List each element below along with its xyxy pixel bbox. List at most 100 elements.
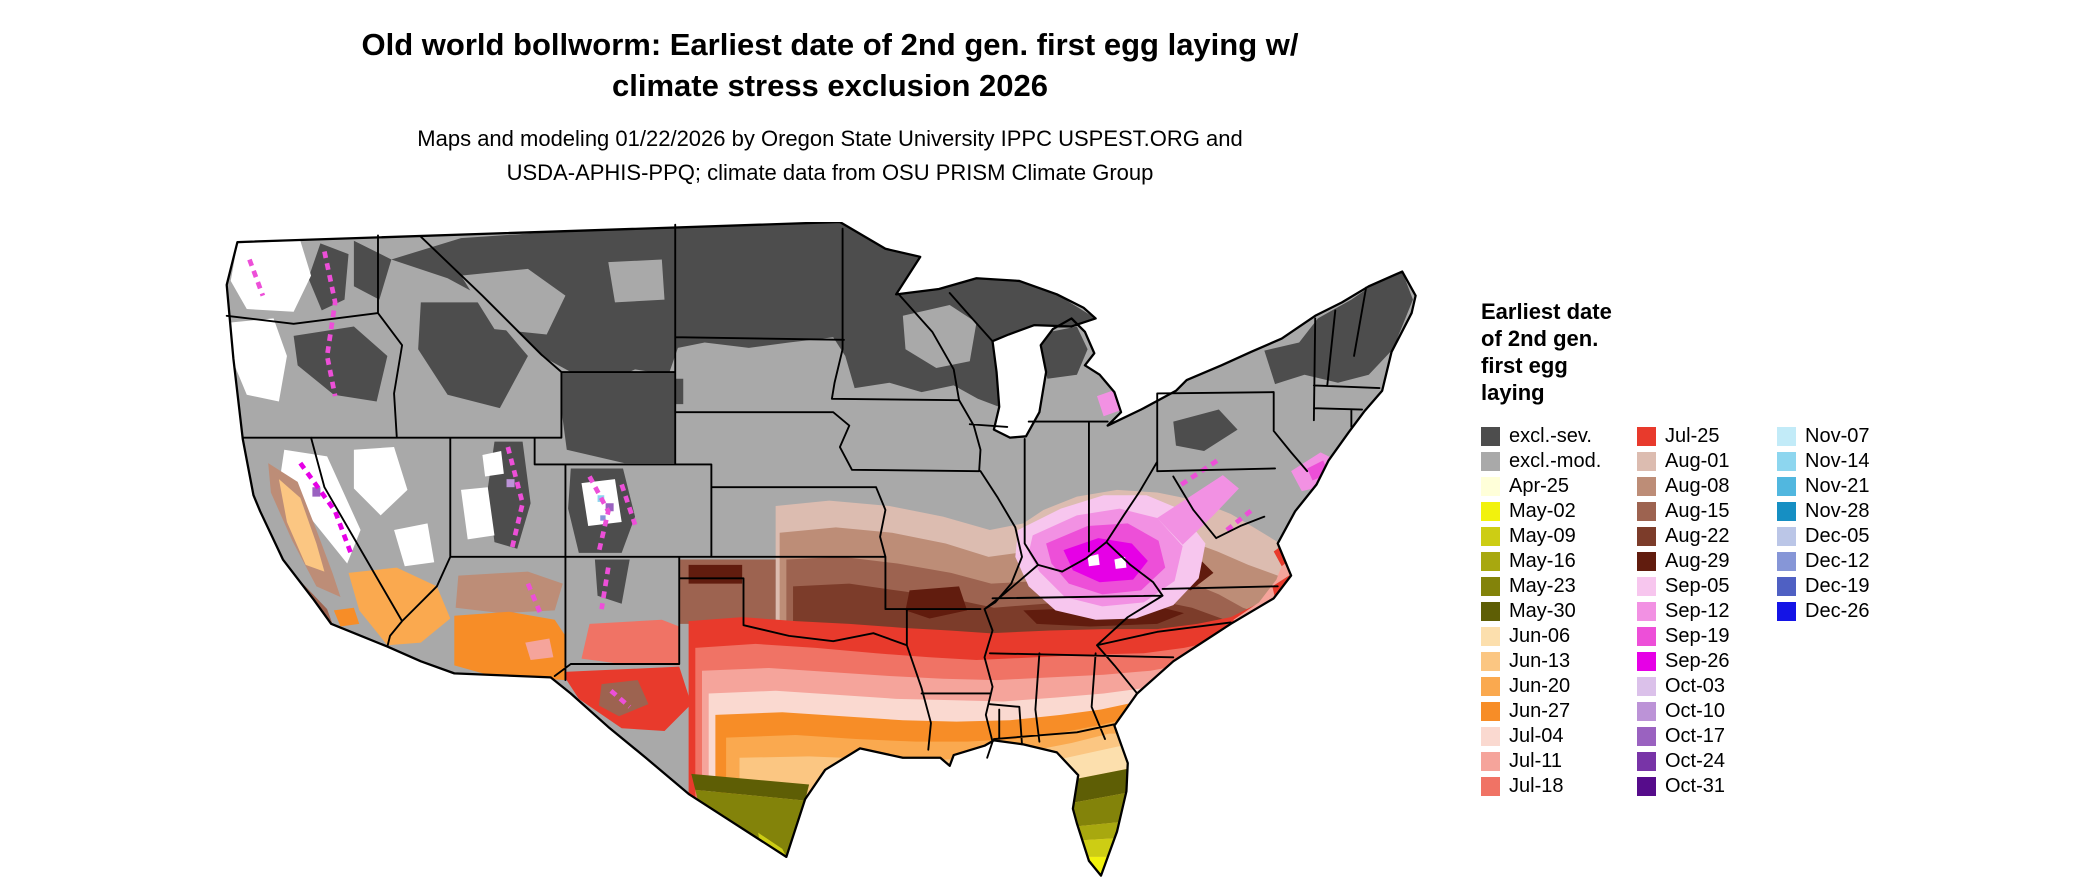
legend-entry: Nov-28 (1777, 499, 1869, 524)
map-region (293, 240, 1413, 604)
figure-title: Old world bollworm: Earliest date of 2nd… (0, 24, 1660, 106)
legend-entry: Aug-15 (1637, 499, 1777, 524)
legend-title-line: laying (1481, 380, 1545, 405)
legend-swatch (1777, 427, 1796, 446)
legend-swatch (1481, 652, 1500, 671)
map-region (758, 832, 1118, 857)
legend-swatch (1777, 452, 1796, 471)
figure-subtitle: Maps and modeling 01/22/2026 by Oregon S… (0, 122, 1660, 190)
legend-swatch (1481, 602, 1500, 621)
us-map-svg (225, 220, 1417, 877)
legend-column-1: excl.-sev. excl.-mod. Apr-25 May-02 May-09 Ma… (1481, 424, 1637, 799)
legend-entry-label: Sep-12 (1665, 600, 1730, 622)
legend-swatch (1637, 677, 1656, 696)
legend-swatch (1637, 752, 1656, 771)
legend-entry: Jun-13 (1481, 649, 1637, 674)
legend-entry: May-09 (1481, 524, 1637, 549)
legend-entry: Aug-22 (1637, 524, 1777, 549)
map-region (461, 259, 977, 368)
legend-title: Earliest date of 2nd gen. first egg layi… (1481, 298, 1612, 406)
legend-entry: Nov-21 (1777, 474, 1869, 499)
legend-entry-label: Aug-15 (1665, 500, 1730, 522)
map-region (348, 567, 451, 646)
legend-column-2: Jul-25 Aug-01 Aug-08 Aug-15 Aug-22 Aug-29 Sep-… (1637, 424, 1777, 799)
legend-entry-label: Jun-13 (1509, 650, 1571, 672)
legend-title-line: first egg (1481, 353, 1568, 378)
legend-entry-label: Apr-25 (1509, 475, 1570, 497)
legend-entry-label: Sep-19 (1665, 625, 1730, 647)
legend-entry-label: Nov-21 (1805, 475, 1870, 497)
legend-swatch (1637, 552, 1656, 571)
legend-entry-label: Jul-25 (1665, 425, 1720, 447)
legend-swatch (1637, 627, 1656, 646)
us-map (220, 220, 1425, 885)
legend-entry: May-16 (1481, 549, 1637, 574)
legend-entry-label: Nov-14 (1805, 450, 1870, 472)
legend-entry-label: Oct-31 (1665, 775, 1726, 797)
legend-entry-label: Dec-26 (1805, 600, 1870, 622)
legend-entry-label: Oct-24 (1665, 750, 1726, 772)
legend-entry-label: Jun-20 (1509, 675, 1571, 697)
legend-entry-label: Jul-04 (1509, 725, 1564, 747)
map-region (268, 463, 563, 614)
legend-entry: excl.-mod. (1481, 449, 1637, 474)
legend-column-3: Nov-07 Nov-14 Nov-21 Nov-28 Dec-05 Dec-12 Dec-… (1777, 424, 1869, 799)
map-region (294, 578, 649, 717)
legend-swatch (1637, 652, 1656, 671)
state-borders (225, 223, 1381, 759)
legend-entry-label: Jun-06 (1509, 625, 1571, 647)
legend-swatch (1637, 727, 1656, 746)
map-region (1066, 822, 1122, 841)
legend-entry: May-30 (1481, 599, 1637, 624)
legend-entry: Aug-01 (1637, 449, 1777, 474)
legend-entry-label: Oct-03 (1665, 675, 1726, 697)
legend-entry: Oct-31 (1637, 774, 1777, 799)
legend-entry: Oct-10 (1637, 699, 1777, 724)
legend-swatch (1637, 577, 1656, 596)
legend-title-line: of 2nd gen. (1481, 326, 1599, 351)
legend-entry: Sep-26 (1637, 649, 1777, 674)
legend-entry-label: May-09 (1509, 525, 1576, 547)
legend-entry: Aug-08 (1637, 474, 1777, 499)
legend-entry: Jul-04 (1481, 724, 1637, 749)
map-region (525, 638, 554, 660)
map-region-mountain-specks (298, 461, 354, 555)
legend-entry-label: Oct-17 (1665, 725, 1726, 747)
legend-entry: Dec-12 (1777, 549, 1869, 574)
map-region-speck (506, 479, 515, 488)
map-region (333, 607, 566, 681)
legend-swatch (1481, 552, 1500, 571)
legend-swatch (1481, 677, 1500, 696)
legend-swatch (1637, 502, 1656, 521)
legend-swatch (1481, 752, 1500, 771)
legend-swatch (1777, 477, 1796, 496)
legend-swatch (1481, 502, 1500, 521)
legend-swatch (1481, 527, 1500, 546)
legend-swatch (1481, 702, 1500, 721)
legend-entry: Nov-14 (1777, 449, 1869, 474)
legend-entry-label: Jun-27 (1509, 700, 1571, 722)
legend-entry: Sep-05 (1637, 574, 1777, 599)
legend-entry-label: Aug-22 (1665, 525, 1730, 547)
legend-entry: Sep-12 (1637, 599, 1777, 624)
legend-swatch (1481, 577, 1500, 596)
legend-entry-label: Nov-28 (1805, 500, 1870, 522)
legend-entry-label: Oct-10 (1665, 700, 1726, 722)
legend-swatch (1777, 577, 1796, 596)
legend-title-line: Earliest date (1481, 299, 1612, 324)
legend-entry: Jul-25 (1637, 424, 1777, 449)
legend-swatch (1481, 427, 1500, 446)
legend-entry: Oct-03 (1637, 674, 1777, 699)
legend: excl.-sev. excl.-mod. Apr-25 May-02 May-09 Ma… (1481, 424, 1869, 799)
map-region (278, 479, 325, 572)
legend-swatch (1481, 452, 1500, 471)
legend-entry: Jun-27 (1481, 699, 1637, 724)
legend-swatch (1637, 527, 1656, 546)
legend-swatch (1481, 777, 1500, 796)
subtitle-line2: USDA-APHIS-PPQ; climate data from OSU PR… (506, 160, 1154, 185)
legend-swatch (1637, 777, 1656, 796)
title-line2: climate stress exclusion 2026 (612, 68, 1048, 103)
legend-entry: Oct-17 (1637, 724, 1777, 749)
legend-swatch (1777, 502, 1796, 521)
legend-entry-label: Aug-29 (1665, 550, 1730, 572)
